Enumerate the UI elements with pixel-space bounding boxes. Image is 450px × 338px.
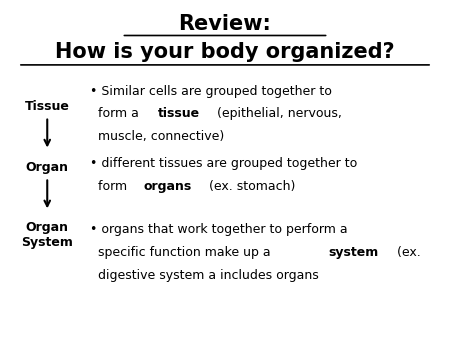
Text: form: form [90,180,131,193]
Text: organs: organs [143,180,191,193]
Text: system: system [328,246,378,259]
Text: (ex.: (ex. [393,246,421,259]
Text: Tissue: Tissue [25,100,70,113]
Text: Review:: Review: [179,14,271,34]
Text: (ex. stomach): (ex. stomach) [205,180,296,193]
Text: • Similar cells are grouped together to: • Similar cells are grouped together to [90,84,332,97]
Text: Organ
System: Organ System [21,221,73,249]
Text: • organs that work together to perform a: • organs that work together to perform a [90,223,347,236]
Text: muscle, connective): muscle, connective) [90,130,224,143]
Text: • different tissues are grouped together to: • different tissues are grouped together… [90,157,357,170]
Text: digestive system a includes organs: digestive system a includes organs [90,269,319,282]
Text: specific function make up a: specific function make up a [90,246,274,259]
Text: tissue: tissue [158,107,200,120]
Text: Organ: Organ [26,161,69,174]
Text: How is your body organized?: How is your body organized? [55,42,395,63]
Text: (epithelial, nervous,: (epithelial, nervous, [212,107,342,120]
Text: form a: form a [90,107,143,120]
